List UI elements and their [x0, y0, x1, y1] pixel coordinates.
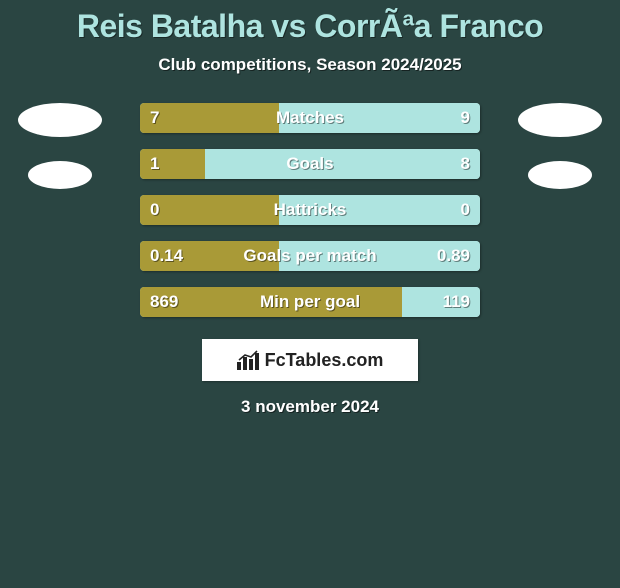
bar-label: Goals per match [140, 241, 480, 271]
avatar-column-left [18, 103, 102, 189]
logo-text: FcTables.com [265, 350, 384, 371]
bar-row: Goals1 8 [140, 149, 480, 179]
bar-label: Goals [140, 149, 480, 179]
bar-label: Matches [140, 103, 480, 133]
bar-row: Goals per match0.14 0.89 [140, 241, 480, 271]
stats-area: Matches7 9 Goals1 8 Hattricks0 0 Goals per mat… [0, 103, 620, 317]
bar-label: Hattricks [140, 195, 480, 225]
avatar-right-0 [518, 103, 602, 137]
bar-value-right: 0 [461, 195, 470, 225]
bar-value-left: 1 [150, 149, 159, 179]
subtitle: Club competitions, Season 2024/2025 [0, 55, 620, 75]
bar-value-right: 8 [461, 149, 470, 179]
bar-value-left: 7 [150, 103, 159, 133]
avatar-right-1 [528, 161, 592, 189]
avatar-left-1 [28, 161, 92, 189]
page-title: Reis Batalha vs CorrÃªa Franco [0, 8, 620, 45]
avatar-left-0 [18, 103, 102, 137]
bar-label: Min per goal [140, 287, 480, 317]
bar-value-left: 869 [150, 287, 178, 317]
logo-box: FcTables.com [202, 339, 418, 381]
bar-value-right: 0.89 [437, 241, 470, 271]
bar-value-right: 9 [461, 103, 470, 133]
bar-row: Matches7 9 [140, 103, 480, 133]
bar-row: Hattricks0 0 [140, 195, 480, 225]
avatar-column-right [518, 103, 602, 189]
fctables-chart-icon [237, 350, 259, 370]
bar-value-left: 0.14 [150, 241, 183, 271]
bar-value-right: 119 [443, 287, 470, 317]
bar-value-left: 0 [150, 195, 159, 225]
comparison-bars: Matches7 9 Goals1 8 Hattricks0 0 Goals per mat… [140, 103, 480, 317]
bar-row: Min per goal869 119 [140, 287, 480, 317]
date-line: 3 november 2024 [0, 397, 620, 417]
